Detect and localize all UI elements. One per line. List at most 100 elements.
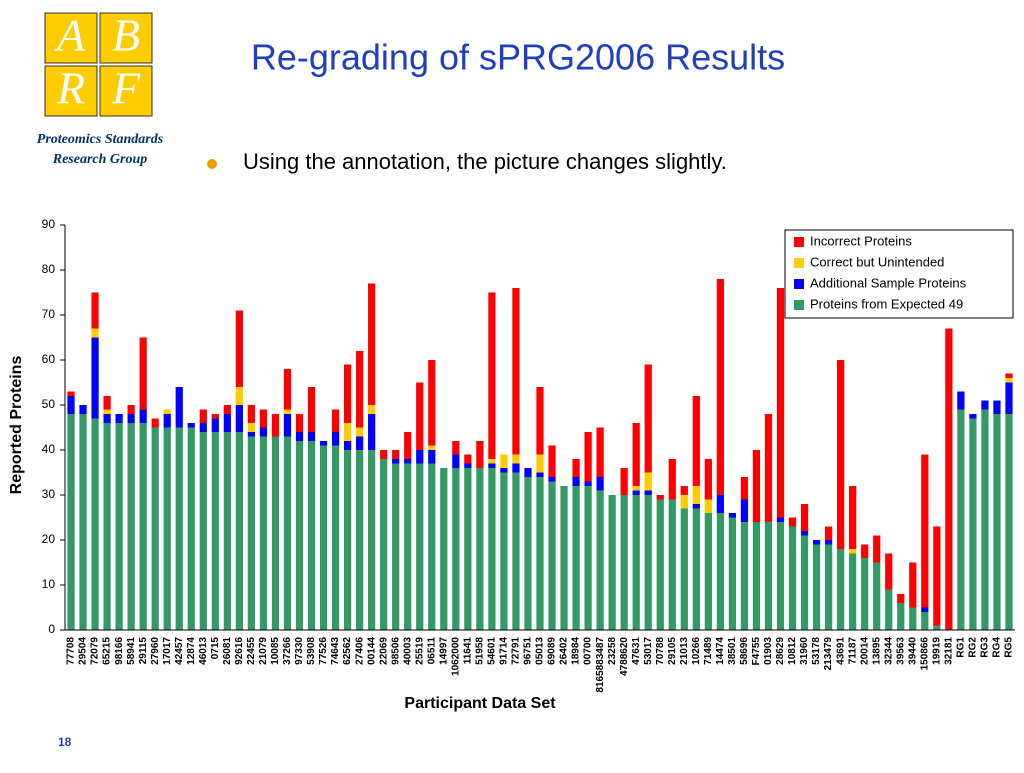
x-tick-label: 1062000 [450,637,461,676]
bar-segment [716,279,724,495]
bar-segment [500,454,508,468]
x-tick-label: 43691 [835,637,846,665]
x-tick-label: 53908 [306,637,317,665]
bar-segment [103,396,111,410]
bar-segment [885,553,893,590]
bar-segment [969,418,977,630]
x-tick-label: 4788620 [619,637,630,676]
x-tick-label: 14997 [438,637,449,665]
bar-segment [752,522,761,630]
bar-segment [825,540,833,545]
bar-segment [307,432,316,441]
bar-segment [115,414,123,423]
bar-segment [199,409,207,423]
bar-segment [861,558,869,630]
x-tick-label: 42457 [174,637,185,665]
x-tick-label: 27960 [150,637,161,665]
bar-segment [909,607,917,630]
bar-segment [247,436,255,630]
x-tick-label: 05013 [535,637,546,665]
bar-segment [416,463,424,630]
bar-segment [536,477,544,630]
x-tick-label: 26081 [222,637,233,665]
bar-segment [368,283,376,405]
bar-segment [837,360,845,549]
x-tick-label: 39440 [907,637,918,665]
logo-box [44,12,98,64]
bar-segment [79,405,87,414]
bar-segment [175,387,183,428]
bar-segment [825,544,833,630]
bar-segment [199,432,207,630]
x-tick-label: 18984 [571,637,582,665]
bar-segment [356,450,364,630]
logo-box [99,12,153,64]
x-tick-label: 8165883487 [595,637,606,693]
bar-segment [211,414,219,419]
bar-segment [91,418,99,630]
bar-segment [644,495,652,630]
bar-segment [428,360,436,446]
bar-segment [740,522,749,630]
bar-segment [632,486,640,491]
bar-segment [331,409,340,432]
bar-segment [247,423,255,432]
bar-segment [163,427,171,630]
bar-segment [849,549,857,554]
x-tick-label: 11641 [462,637,473,665]
bar-segment [343,423,352,441]
bar-segment [945,328,953,630]
bar-segment [163,409,171,414]
x-tick-label: 01903 [763,637,774,665]
bar-segment [235,310,243,387]
x-tick-label: 46013 [198,637,209,665]
bar-segment [368,414,376,450]
bar-segment [380,450,388,459]
x-tick-label: 22069 [378,637,389,665]
x-tick-label: 32181 [944,637,955,665]
bar-segment [536,387,544,455]
bar-segment [572,459,580,477]
bar-segment [356,427,364,437]
bar-segment [271,414,280,437]
bar-segment [91,292,99,329]
bar-segment [199,423,207,432]
bar-segment [536,472,544,477]
x-tick-label: 27406 [354,637,365,665]
bar-segment [704,513,712,630]
bar-segment [957,409,965,630]
bar-segment [668,459,676,500]
x-tick-label: 00700 [583,637,594,665]
bar-segment [680,508,688,630]
x-tick-label: 29115 [138,637,149,665]
x-tick-label: 69089 [547,637,558,665]
bar-segment [776,522,785,630]
bar-segment [596,490,604,630]
bar-segment [668,499,676,630]
x-tick-label: 71187 [847,637,858,665]
x-tick-label: 213479 [823,637,834,671]
x-tick-label: RG4 [992,637,1003,658]
x-tick-label: 58696 [739,637,750,665]
x-tick-label: 96751 [523,637,534,665]
y-axis-label: Reported Proteins [8,356,25,495]
logo-letter: R [56,63,85,114]
bar-segment [163,414,171,428]
bar-segment [356,436,364,450]
x-tick-label: 37266 [282,637,293,665]
bar-segment [644,490,652,495]
bar-segment [307,441,316,630]
x-tick-label: 28629 [775,637,786,665]
bar-segment [428,450,436,464]
bar-segment [392,459,400,464]
y-tick-label: 10 [42,577,56,591]
bar-segment [560,486,568,630]
bar-segment [343,364,352,423]
x-tick-label: RG5 [1004,637,1015,658]
x-tick-label: 39563 [895,637,906,665]
x-tick-label: 20014 [859,637,870,665]
bar-segment [692,504,700,509]
bar-segment [825,526,833,540]
bar-segment [656,499,664,630]
y-tick-label: 20 [42,532,56,546]
